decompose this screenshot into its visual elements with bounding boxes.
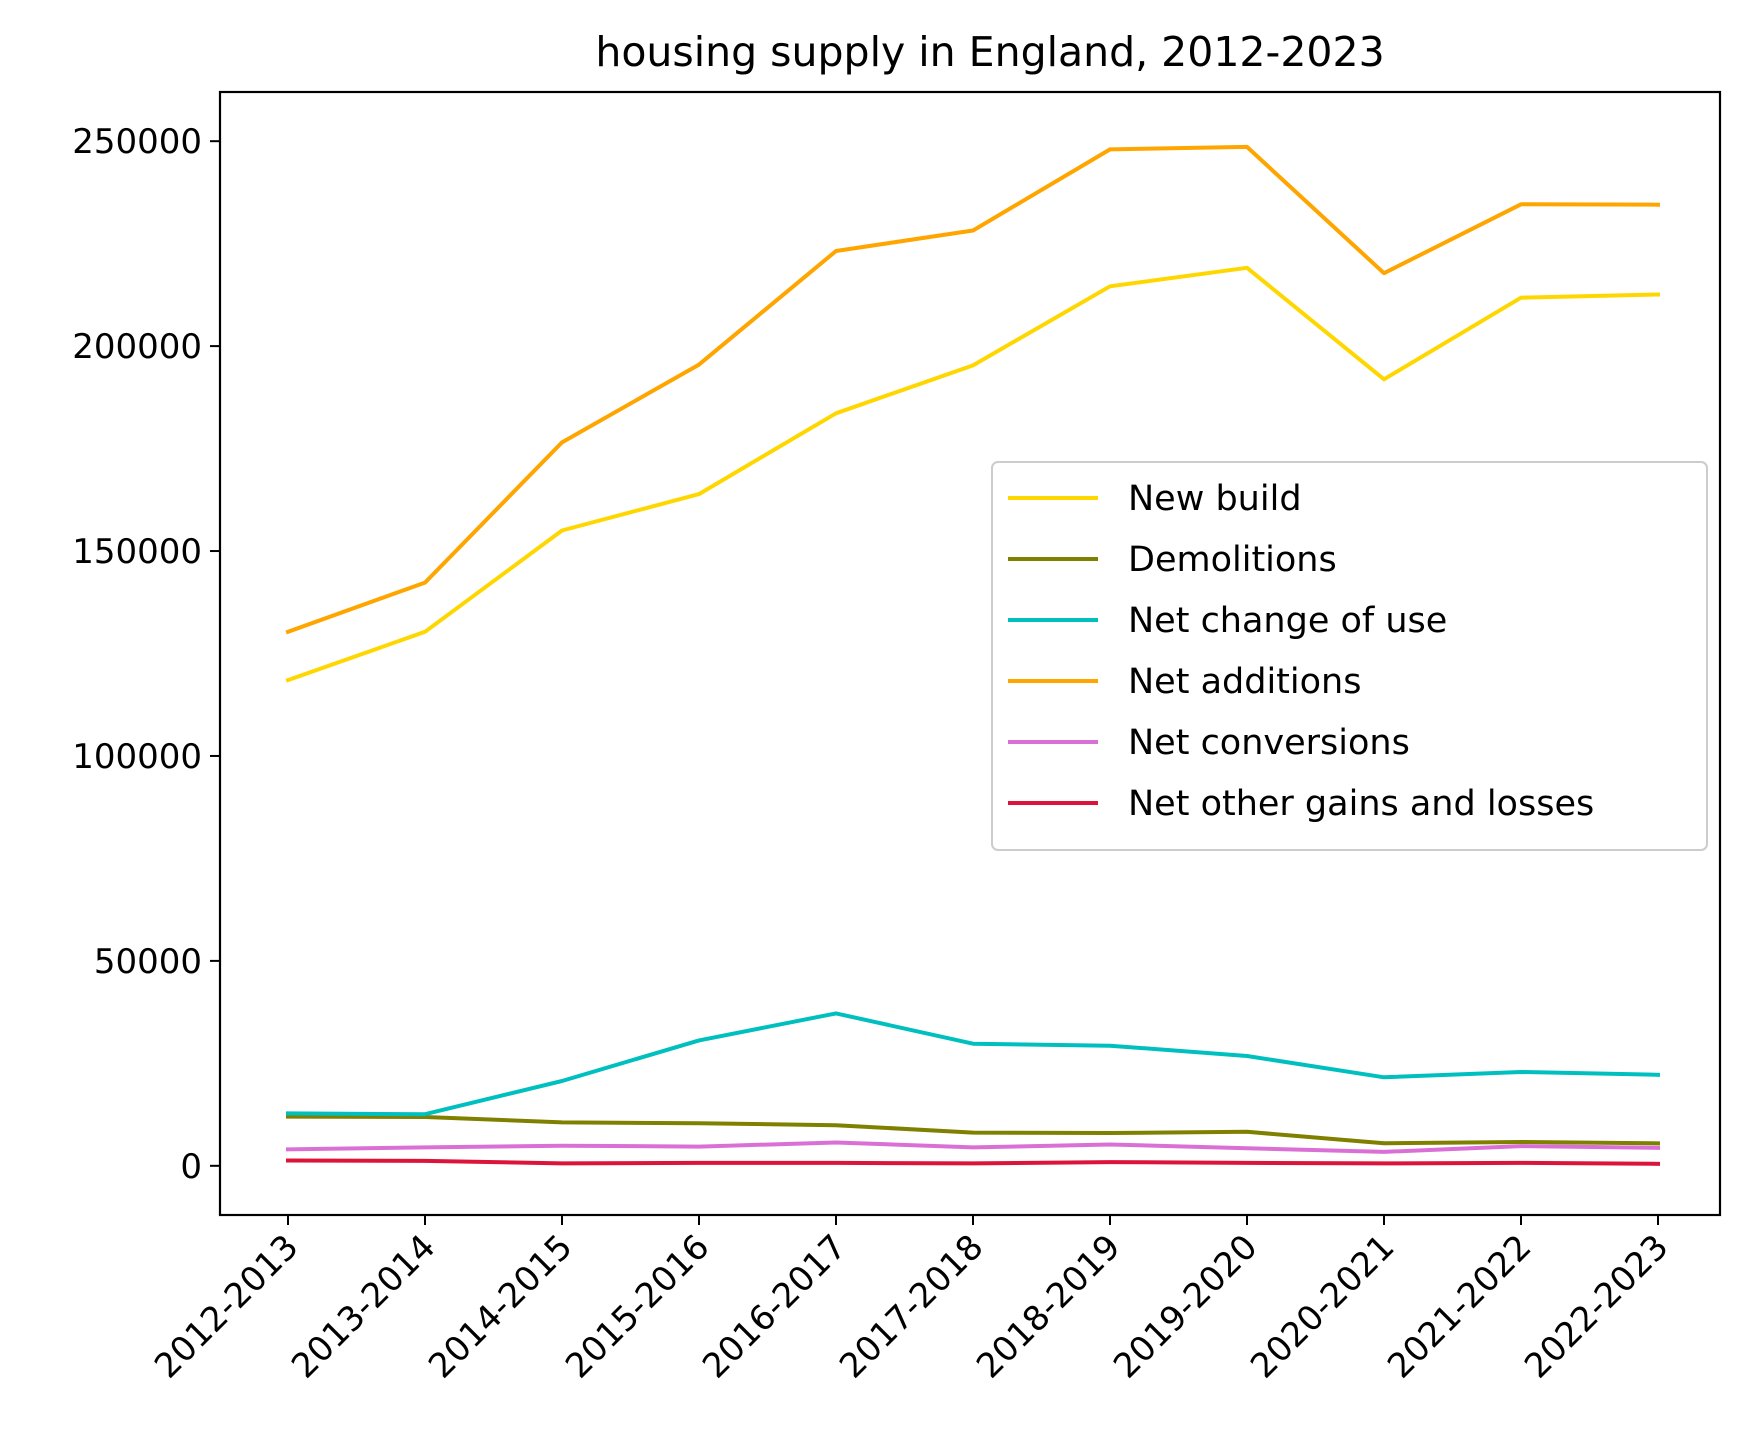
legend-label-net-additions: Net additions: [1128, 662, 1361, 702]
legend-label-net-change-of-use: Net change of use: [1128, 601, 1447, 641]
y-tick-label: 250000: [72, 122, 202, 162]
legend-label-demolitions: Demolitions: [1128, 540, 1337, 580]
series-line-new-build: [285, 265, 1661, 683]
legend-label-net-conversions: Net conversions: [1128, 723, 1410, 763]
series-line-net-other-gains-and-losses: [285, 1158, 1661, 1166]
y-tick-label: 200000: [72, 327, 202, 367]
axes-frame: [218, 90, 1722, 1217]
y-axis: 0 50000 100000 150000 200000 250000: [72, 122, 220, 1187]
y-tick-label: 100000: [72, 737, 202, 777]
series-line-net-conversions: [285, 1140, 1661, 1154]
series-line-net-additions: [285, 144, 1661, 635]
legend-label-new-build: New build: [1128, 479, 1302, 519]
series-line-demolitions: [285, 1114, 1661, 1146]
chart-title: housing supply in England, 2012-2023: [595, 28, 1384, 76]
legend-label-net-other-gains-and-losses: Net other gains and losses: [1128, 784, 1594, 824]
y-tick-label: 150000: [72, 532, 202, 572]
plot-area: [285, 144, 1661, 1166]
legend-box: [991, 461, 1708, 851]
series-line-net-change-of-use: [285, 1011, 1661, 1117]
y-tick-label: 50000: [94, 942, 202, 982]
legend: New build Demolitions Net change of use Net…: [991, 461, 1708, 851]
y-tick-label: 0: [180, 1147, 202, 1187]
